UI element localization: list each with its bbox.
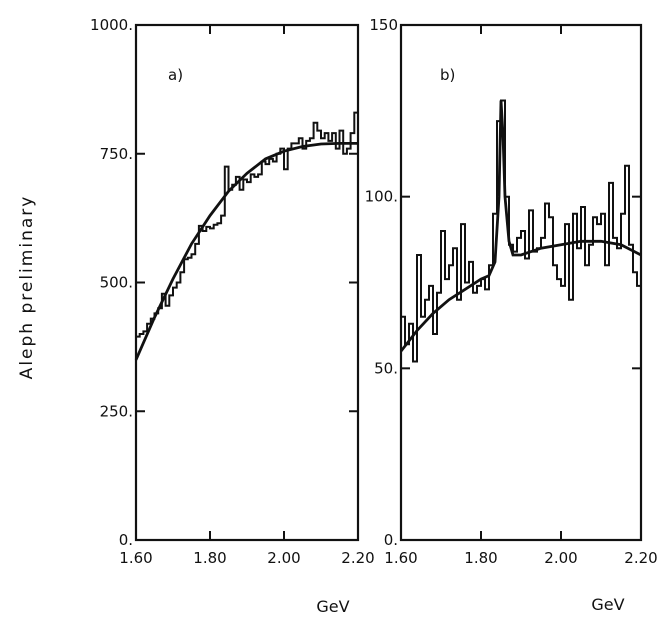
x-tick-label: 2.20 — [624, 549, 657, 567]
y-tick-label: 1000. — [90, 16, 133, 34]
y-tick-label: 100. — [365, 188, 398, 206]
panel-b-histogram — [401, 99, 641, 363]
panel-a-fit-curve — [134, 142, 358, 361]
panel-b-y-ticks: 0. 50. 100. 150 — [365, 16, 641, 549]
y-tick-label: 250. — [100, 402, 133, 420]
panel-a-x-ticks: 1.60 1.80 2.00 2.20 — [119, 25, 375, 567]
panel-a: 0.250.500.750.1000. 1.60 1.80 2.00 2.20 a) … — [90, 16, 375, 616]
x-tick-label: 1.80 — [464, 549, 497, 567]
panel-a-label: a) — [168, 66, 183, 84]
panel-b-x-ticks: 1.60 1.80 2.00 2.20 — [384, 25, 658, 567]
y-tick-label: 0. — [384, 531, 398, 549]
panel-b-label: b) — [440, 66, 455, 84]
panel-b-frame — [399, 23, 643, 542]
x-tick-label: 2.00 — [267, 549, 300, 567]
panel-b-fit-curve — [399, 100, 642, 353]
panel-a-frame — [134, 23, 360, 542]
y-tick-label: 0. — [119, 531, 133, 549]
y-tick-label: 50. — [374, 359, 398, 377]
x-tick-label: 1.60 — [384, 549, 417, 567]
x-tick-label: 2.20 — [341, 549, 374, 567]
panel-b-x-axis-title: GeV — [591, 595, 624, 614]
x-tick-label: 2.00 — [544, 549, 577, 567]
panel-a-y-ticks: 0. 250. 500. 750. 1000. — [90, 16, 358, 549]
y-tick-label: 150 — [369, 16, 398, 34]
panel-a-histogram — [136, 111, 358, 338]
x-tick-label: 1.60 — [119, 549, 152, 567]
y-tick-label: 750. — [100, 145, 133, 163]
y-tick-label: 500. — [100, 274, 133, 292]
panel-b: 0. 50. 100. 150 1.60 1.80 2.00 2.20 b) GeV — [365, 16, 658, 614]
panel-a-x-axis-title: GeV — [316, 597, 349, 616]
x-tick-label: 1.80 — [193, 549, 226, 567]
y-axis-title: Aleph preliminary — [17, 195, 37, 380]
